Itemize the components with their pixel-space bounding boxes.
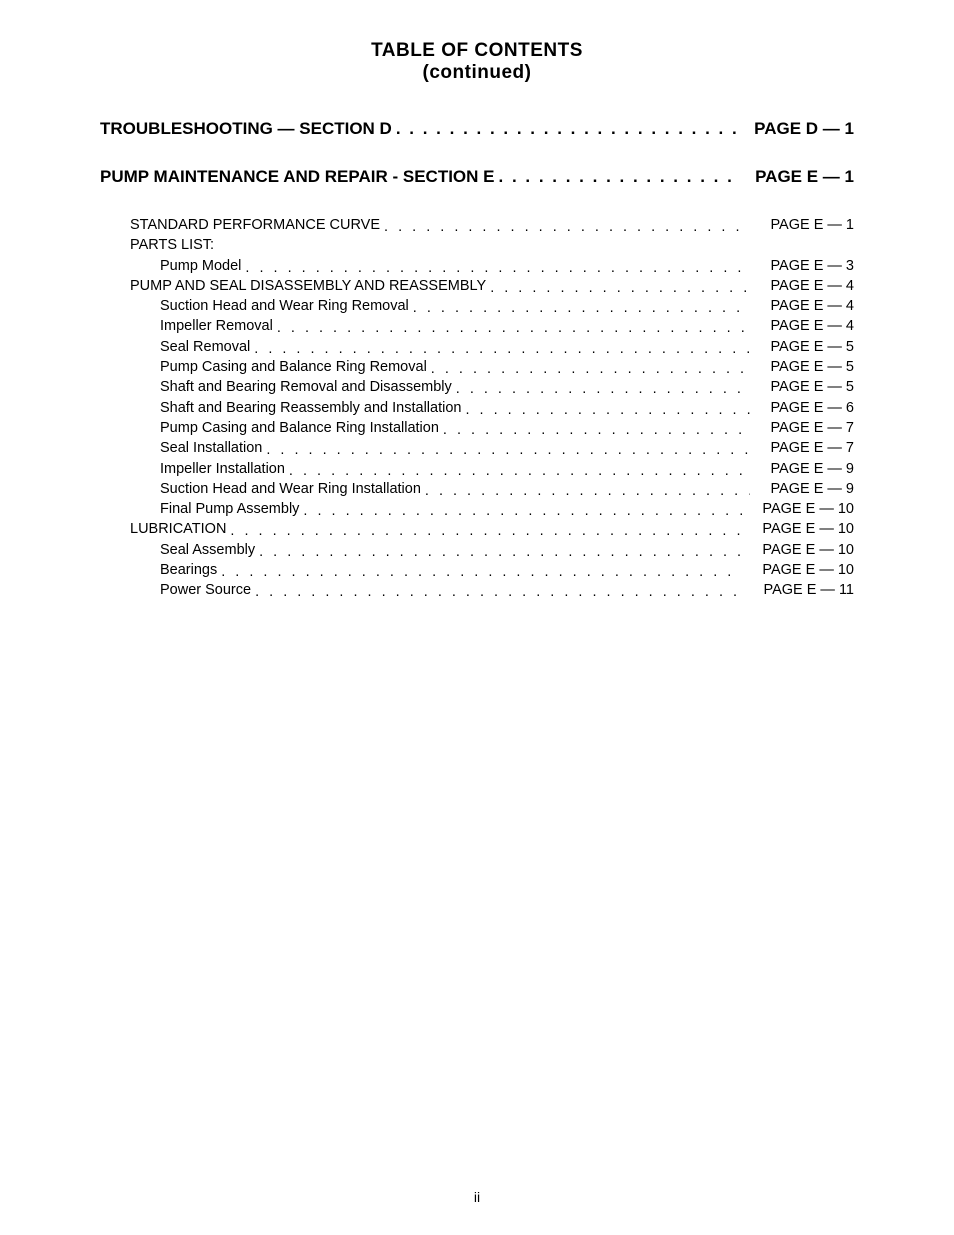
toc-line: Bearings. . . . . . . . . . . . . . . . …: [100, 560, 854, 580]
toc-line: Seal Removal. . . . . . . . . . . . . . …: [100, 337, 854, 357]
leader-dots: . . . . . . . . . . . . . . . . . . . . …: [254, 339, 750, 359]
page-number: ii: [0, 1189, 954, 1205]
section-heading-d: TROUBLESHOOTING — SECTION D . . . . . . …: [100, 119, 854, 139]
page-ref: PAGE E — 5: [750, 357, 854, 377]
page-ref: PAGE E — 5: [750, 377, 854, 397]
page-ref: PAGE E — 10: [742, 519, 854, 539]
page-ref: PAGE E — 11: [743, 580, 854, 600]
toc-line: Seal Installation. . . . . . . . . . . .…: [100, 438, 854, 458]
section-heading-e: PUMP MAINTENANCE AND REPAIR - SECTION E …: [100, 167, 854, 187]
leader-dots: . . . . . . . . . . . . . . . . . . . . …: [289, 461, 751, 481]
title-line-2: (continued): [100, 62, 854, 84]
leader-dots: . . . . . . . . . . . . . . . . . . . . …: [490, 278, 750, 298]
toc-line: Impeller Removal. . . . . . . . . . . . …: [100, 316, 854, 336]
leader-dots: . . . . . . . . . . . . . . . . . . . . …: [443, 420, 751, 440]
toc-item-text: Pump Casing and Balance Ring Installatio…: [160, 418, 443, 438]
leader-dots: . . . . . . . . . . . . . . . . . . . . …: [259, 542, 742, 562]
toc-line: Pump Casing and Balance Ring Installatio…: [100, 418, 854, 438]
title-line-1: TABLE OF CONTENTS: [100, 40, 854, 62]
leader-dots: . . . . . . . . . . . . . . . . . . . . …: [431, 359, 751, 379]
page-ref: PAGE E — 9: [750, 459, 854, 479]
toc-line: Pump Model. . . . . . . . . . . . . . . …: [100, 256, 854, 276]
toc-item-text: Seal Assembly: [160, 540, 259, 560]
leader-dots: . . . . . . . . . . . . . . . . . . . . …: [277, 318, 751, 338]
toc-item-text: LUBRICATION: [130, 519, 230, 539]
toc-entries-1: STANDARD PERFORMANCE CURVE. . . . . . . …: [100, 215, 854, 235]
toc-item-text: STANDARD PERFORMANCE CURVE: [130, 215, 384, 235]
toc-line: Shaft and Bearing Removal and Disassembl…: [100, 377, 854, 397]
toc-line: Final Pump Assembly. . . . . . . . . . .…: [100, 499, 854, 519]
toc-entries-2: Pump Model. . . . . . . . . . . . . . . …: [100, 256, 854, 601]
toc-item-text: Shaft and Bearing Removal and Disassembl…: [160, 377, 456, 397]
page-ref: PAGE E — 10: [742, 560, 854, 580]
toc-item-text: Power Source: [160, 580, 255, 600]
toc-item-text: Seal Installation: [160, 438, 266, 458]
page-ref: PAGE D — 1: [736, 119, 854, 139]
toc-item-text: Final Pump Assembly: [160, 499, 303, 519]
page-ref: PAGE E — 7: [750, 418, 854, 438]
leader-dots: . . . . . . . . . . . . . . . . . . . . …: [384, 217, 750, 237]
toc-item-text: Suction Head and Wear Ring Installation: [160, 479, 425, 499]
toc-item-text: Impeller Removal: [160, 316, 277, 336]
toc-line: Pump Casing and Balance Ring Removal. . …: [100, 357, 854, 377]
toc-line: Power Source. . . . . . . . . . . . . . …: [100, 580, 854, 600]
toc-line: LUBRICATION. . . . . . . . . . . . . . .…: [100, 519, 854, 539]
leader-dots: . . . . . . . . . . . . . . . . . . . . …: [396, 119, 736, 139]
toc-line: Shaft and Bearing Reassembly and Install…: [100, 398, 854, 418]
toc-item-text: Shaft and Bearing Reassembly and Install…: [160, 398, 465, 418]
page-ref: PAGE E — 5: [750, 337, 854, 357]
page-ref: PAGE E — 1: [750, 215, 854, 235]
leader-dots: . . . . . . . . . . . . . . . . . . . . …: [266, 440, 750, 460]
leader-dots: . . . . . . . . . . . . . . . . . . . . …: [456, 379, 751, 399]
toc-line: Suction Head and Wear Ring Installation.…: [100, 479, 854, 499]
leader-dots: . . . . . . . . . . . . . . . . . . . . …: [413, 298, 751, 318]
leader-dots: . . . . . . . . . . . . . . . . . . . . …: [425, 481, 751, 501]
toc-item-text: Suction Head and Wear Ring Removal: [160, 296, 413, 316]
page-ref: PAGE E — 1: [737, 167, 854, 187]
page-ref: PAGE E — 10: [742, 499, 854, 519]
parts-list-label: PARTS LIST:: [100, 235, 854, 255]
toc-item-text: Pump Casing and Balance Ring Removal: [160, 357, 431, 377]
toc-item-text: Bearings: [160, 560, 221, 580]
page-ref: PAGE E — 6: [750, 398, 854, 418]
toc-line: PUMP AND SEAL DISASSEMBLY AND REASSEMBLY…: [100, 276, 854, 296]
page-ref: PAGE E — 7: [750, 438, 854, 458]
toc-item-text: Pump Model: [160, 256, 245, 276]
page-ref: PAGE E — 3: [750, 256, 854, 276]
leader-dots: . . . . . . . . . . . . . . . . . . . . …: [255, 582, 743, 602]
toc-line: Suction Head and Wear Ring Removal. . . …: [100, 296, 854, 316]
leader-dots: . . . . . . . . . . . . . . . . . . . . …: [221, 562, 742, 582]
toc-line: Seal Assembly. . . . . . . . . . . . . .…: [100, 540, 854, 560]
page-ref: PAGE E — 10: [742, 540, 854, 560]
leader-dots: . . . . . . . . . . . . . . . . . . . . …: [499, 167, 738, 187]
leader-dots: . . . . . . . . . . . . . . . . . . . . …: [465, 400, 750, 420]
leader-dots: . . . . . . . . . . . . . . . . . . . . …: [245, 258, 750, 278]
page-ref: PAGE E — 9: [750, 479, 854, 499]
page-ref: PAGE E — 4: [750, 296, 854, 316]
page-ref: PAGE E — 4: [750, 316, 854, 336]
toc-item-text: PUMP AND SEAL DISASSEMBLY AND REASSEMBLY: [130, 276, 490, 296]
leader-dots: . . . . . . . . . . . . . . . . . . . . …: [230, 521, 742, 541]
leader-dots: . . . . . . . . . . . . . . . . . . . . …: [303, 501, 742, 521]
toc-line: Impeller Installation. . . . . . . . . .…: [100, 459, 854, 479]
toc-item-text: Impeller Installation: [160, 459, 289, 479]
toc-line: STANDARD PERFORMANCE CURVE. . . . . . . …: [100, 215, 854, 235]
heading-text: PUMP MAINTENANCE AND REPAIR - SECTION E: [100, 167, 499, 187]
title-section: TABLE OF CONTENTS (continued): [100, 40, 854, 84]
page-ref: PAGE E — 4: [750, 276, 854, 296]
toc-item-text: Seal Removal: [160, 337, 254, 357]
heading-text: TROUBLESHOOTING — SECTION D: [100, 119, 396, 139]
